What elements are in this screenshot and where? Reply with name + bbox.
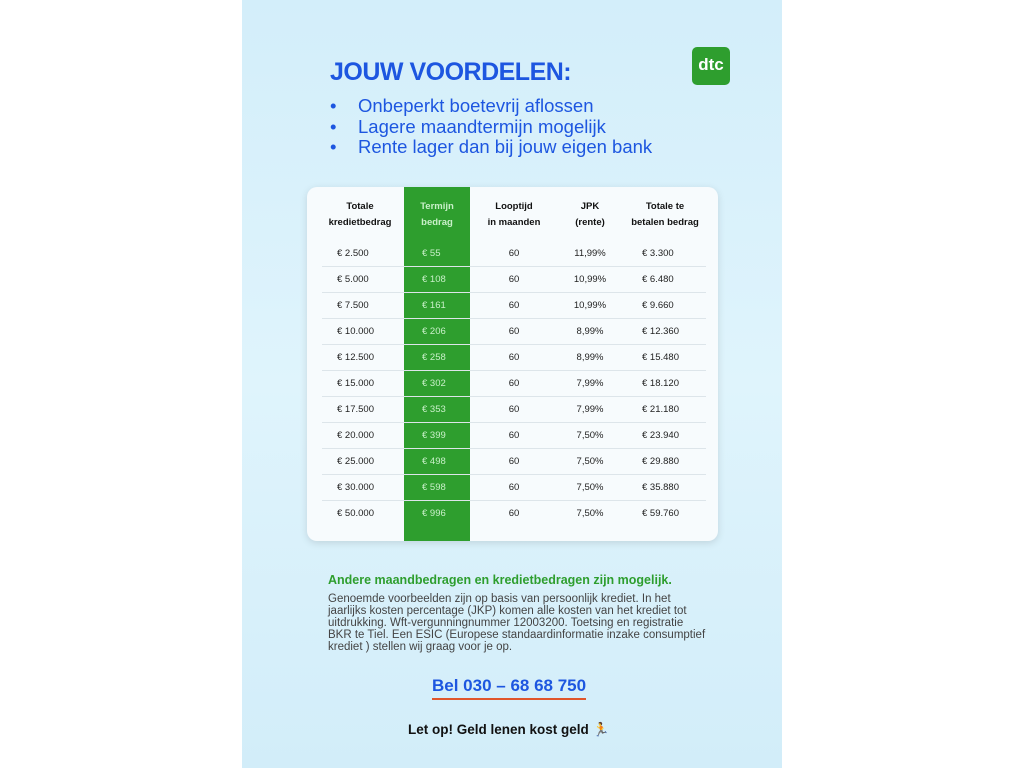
table-cell: € 18.120: [642, 378, 679, 389]
table-cell: 60: [508, 508, 520, 519]
table-cell: 7,99%: [576, 378, 604, 389]
table-cell: € 108: [422, 274, 446, 285]
dtc-logo: dtc: [692, 47, 730, 85]
benefit-item: • Lagere maandtermijn mogelijk: [330, 115, 606, 137]
table-cell: 7,99%: [576, 404, 604, 415]
table-cell: € 161: [422, 300, 446, 311]
flyer: JOUW VOORDELEN: dtc • Onbeperkt boetevrij…: [242, 0, 782, 768]
table-cell: € 6.480: [642, 274, 674, 285]
table-cell: 10,99%: [573, 274, 607, 285]
table-cell: 7,50%: [576, 508, 604, 519]
table-cell: € 399: [422, 430, 446, 441]
table-cell: 60: [508, 300, 520, 311]
table-cell: € 12.500: [337, 352, 374, 363]
table-cell: € 302: [422, 378, 446, 389]
row-divider: [322, 422, 706, 423]
column-header: Termijn bedrag: [420, 201, 454, 228]
column-header: JPK (rente): [575, 201, 605, 228]
row-divider: [322, 448, 706, 449]
column-header: Totale te betalen bedrag: [631, 201, 699, 228]
termijn-column-highlight: [404, 187, 470, 541]
running-man-icon: 🏃: [592, 722, 610, 737]
table-cell: 7,50%: [576, 456, 604, 467]
row-divider: [322, 292, 706, 293]
table-cell: 60: [508, 248, 520, 259]
table-cell: € 206: [422, 326, 446, 337]
table-row: € 50.000 € 996 60 7,50% € 59.760: [322, 501, 706, 527]
table-cell: 60: [508, 404, 520, 415]
table-cell: 60: [508, 430, 520, 441]
row-divider: [322, 396, 706, 397]
table-cell: € 29.880: [642, 456, 679, 467]
table-cell: € 996: [422, 508, 446, 519]
table-cell: € 9.660: [642, 300, 674, 311]
table-cell: 8,99%: [576, 326, 604, 337]
table-cell: € 15.480: [642, 352, 679, 363]
table-cell: € 35.880: [642, 482, 679, 493]
table-cell: 10,99%: [573, 300, 607, 311]
table-cell: € 15.000: [337, 378, 374, 389]
table-cell: € 59.760: [642, 508, 679, 519]
benefits-list: • Onbeperkt boetevrij aflossen • Lagere ma…: [330, 95, 653, 158]
table-cell: 60: [508, 352, 520, 363]
table-cell: 7,50%: [576, 430, 604, 441]
table-cell: € 20.000: [337, 430, 374, 441]
table-row: € 30.000 € 598 60 7,50% € 35.880: [322, 475, 706, 501]
table-row: € 12.500 € 258 60 8,99% € 15.480: [322, 345, 706, 371]
table-cell: € 258: [422, 352, 446, 363]
table-cell: € 12.360: [642, 326, 679, 337]
table-cell: € 50.000: [337, 508, 374, 519]
table-cell: € 598: [422, 482, 446, 493]
table-cell: 7,50%: [576, 482, 604, 493]
table-cell: € 17.500: [337, 404, 374, 415]
table-cell: 60: [508, 456, 520, 467]
row-divider: [322, 318, 706, 319]
table-cell: 8,99%: [576, 352, 604, 363]
table-row: € 5.000 € 108 60 10,99% € 6.480: [322, 267, 706, 293]
table-cell: € 353: [422, 404, 446, 415]
disclaimer-text: Genoemde voorbeelden zijn op basis van p…: [328, 593, 706, 653]
table-cell: € 5.000: [337, 274, 369, 285]
column-header: Totale kredietbedrag: [328, 201, 392, 228]
row-divider: [322, 266, 706, 267]
benefit-item: • Onbeperkt boetevrij aflossen: [330, 95, 594, 116]
benefit-item: • Rente lager dan bij jouw eigen bank: [330, 136, 653, 157]
table-row: € 7.500 € 161 60 10,99% € 9.660: [322, 293, 706, 319]
table-cell: € 3.300: [642, 248, 674, 259]
row-divider: [322, 474, 706, 475]
table-row: € 2.500 € 55 60 11,99% € 3.300: [322, 241, 706, 267]
table-row: € 25.000 € 498 60 7,50% € 29.880: [322, 449, 706, 475]
table-cell: € 498: [422, 456, 446, 467]
phone-link[interactable]: Bel 030 – 68 68 750: [432, 676, 587, 700]
table-cell: € 7.500: [337, 300, 369, 311]
warning-text: Let op! Geld lenen kost geld 🏃: [408, 722, 610, 737]
table-cell: € 30.000: [337, 482, 374, 493]
table-cell: € 25.000: [337, 456, 374, 467]
row-divider: [322, 344, 706, 345]
table-cell: € 21.180: [642, 404, 679, 415]
table-row: € 15.000 € 302 60 7,99% € 18.120: [322, 371, 706, 397]
table-cell: 60: [508, 378, 520, 389]
table-cell: 11,99%: [574, 248, 606, 259]
loan-table: Totale kredietbedrag Termijn bedrag Looptijd…: [307, 187, 718, 541]
column-header: Looptijd in maanden: [487, 201, 541, 228]
table-cell: € 10.000: [337, 326, 374, 337]
table-cell: € 23.940: [642, 430, 679, 441]
table-row: € 17.500 € 353 60 7,99% € 21.180: [322, 397, 706, 423]
table-cell: 60: [508, 482, 520, 493]
row-divider: [322, 500, 706, 501]
note-heading: Andere maandbedragen en kredietbedragen …: [328, 573, 672, 587]
table-cell: € 55: [422, 248, 441, 259]
page-title: JOUW VOORDELEN:: [330, 58, 572, 86]
table-cell: 60: [508, 326, 520, 337]
table-row: € 20.000 € 399 60 7,50% € 23.940: [322, 423, 706, 449]
row-divider: [322, 370, 706, 371]
table-cell: 60: [508, 274, 520, 285]
table-row: € 10.000 € 206 60 8,99% € 12.360: [322, 319, 706, 345]
table-cell: € 2.500: [337, 248, 369, 259]
